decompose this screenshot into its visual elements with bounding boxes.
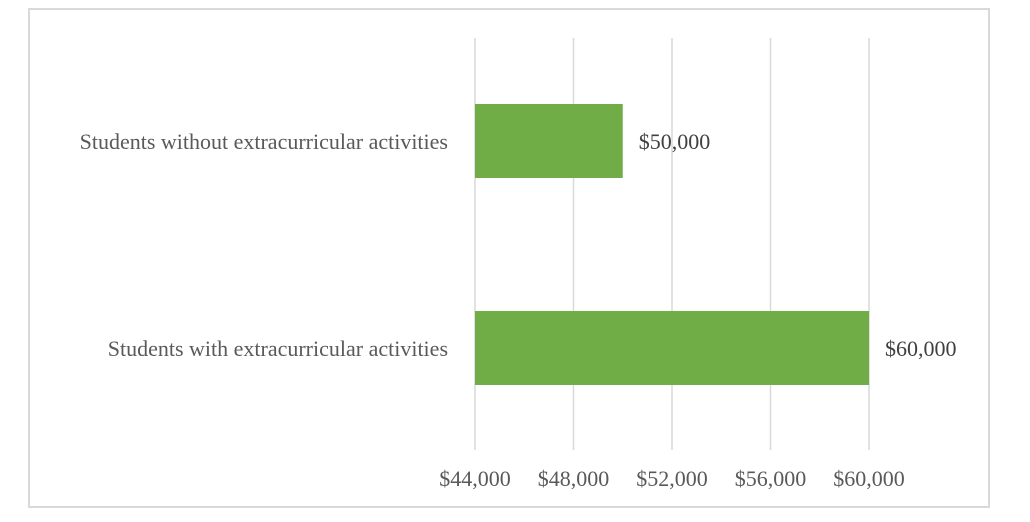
chart-frame	[28, 8, 990, 508]
data-label-1: $60,000	[885, 336, 957, 361]
x-tick-label-2: $52,000	[636, 466, 708, 491]
x-tick-label-4: $60,000	[833, 466, 905, 491]
data-label-0: $50,000	[639, 129, 711, 154]
bar-0	[475, 104, 623, 178]
category-label-0: Students without extracurricular activit…	[80, 129, 448, 154]
bar-1	[475, 311, 869, 385]
labels: $44,000 $48,000 $52,000 $56,000 $60,000 Stude…	[80, 129, 957, 491]
x-tick-label-3: $56,000	[735, 466, 807, 491]
x-tick-label-0: $44,000	[439, 466, 511, 491]
x-tick-label-1: $48,000	[538, 466, 610, 491]
category-label-1: Students with extracurricular activities	[108, 336, 448, 361]
grid-lines	[474, 38, 870, 450]
bars	[475, 104, 869, 385]
